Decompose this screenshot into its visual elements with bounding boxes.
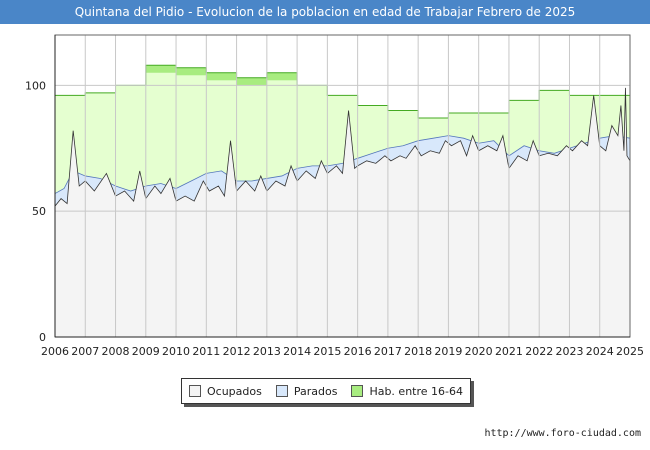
chart-title: Quintana del Pidio - Evolucion de la pob… (74, 5, 576, 19)
x-tick-label-2014: 2014 (283, 345, 311, 358)
legend-item-hab: Hab. entre 16-64 (351, 385, 463, 398)
x-tick-label-2006: 2006 (41, 345, 69, 358)
legend: Ocupados Parados Hab. entre 16-64 (181, 378, 471, 404)
legend-swatch-ocupados (188, 385, 201, 397)
x-tick-label-2009: 2009 (132, 345, 160, 358)
hab-step-highlight-3 (145, 65, 177, 73)
x-tick-label-2007: 2007 (71, 345, 99, 358)
x-tick-label-2025: 2025 (616, 345, 644, 358)
x-tick-label-2023: 2023 (555, 345, 583, 358)
legend-label-parados: Parados (293, 384, 338, 398)
x-tick-label-2020: 2020 (465, 345, 493, 358)
x-tick-label-2015: 2015 (313, 345, 341, 358)
hab-step-highlight-4 (176, 67, 207, 76)
hab-step-highlight-5 (206, 72, 237, 81)
ocupados-line (54, 87, 631, 207)
x-tick-label-2010: 2010 (162, 345, 190, 358)
title-bar: Quintana del Pidio - Evolucion de la pob… (0, 0, 650, 24)
legend-swatch-parados (275, 385, 288, 397)
x-tick-label-2017: 2017 (374, 345, 402, 358)
hab-step-highlight-6 (236, 77, 267, 86)
x-tick-label-2012: 2012 (223, 345, 251, 358)
legend-label-ocupados: Ocupados (206, 384, 262, 398)
y-tick-label-0: 0 (39, 331, 46, 344)
x-tick-label-2016: 2016 (344, 345, 372, 358)
x-tick-label-2018: 2018 (404, 345, 432, 358)
x-tick-label-2024: 2024 (586, 345, 614, 358)
source-credit: http://www.foro-ciudad.com (484, 428, 641, 439)
x-tick-label-2011: 2011 (192, 345, 220, 358)
legend-item-ocupados: Ocupados (188, 384, 262, 398)
x-tick-label-2022: 2022 (525, 345, 553, 358)
x-tick-label-2008: 2008 (102, 345, 130, 358)
legend-label-hab: Hab. entre 16-64 (369, 384, 463, 398)
legend-item-parados: Parados (275, 384, 338, 398)
y-tick-label-50: 50 (32, 205, 46, 218)
x-tick-label-2013: 2013 (253, 345, 281, 358)
x-tick-label-2019: 2019 (434, 345, 462, 358)
y-tick-label-100: 100 (25, 79, 46, 92)
hab-step-highlight-7 (266, 72, 298, 81)
x-tick-label-2021: 2021 (495, 345, 523, 358)
ocupados-area (55, 87, 630, 337)
legend-swatch-hab (351, 385, 364, 397)
